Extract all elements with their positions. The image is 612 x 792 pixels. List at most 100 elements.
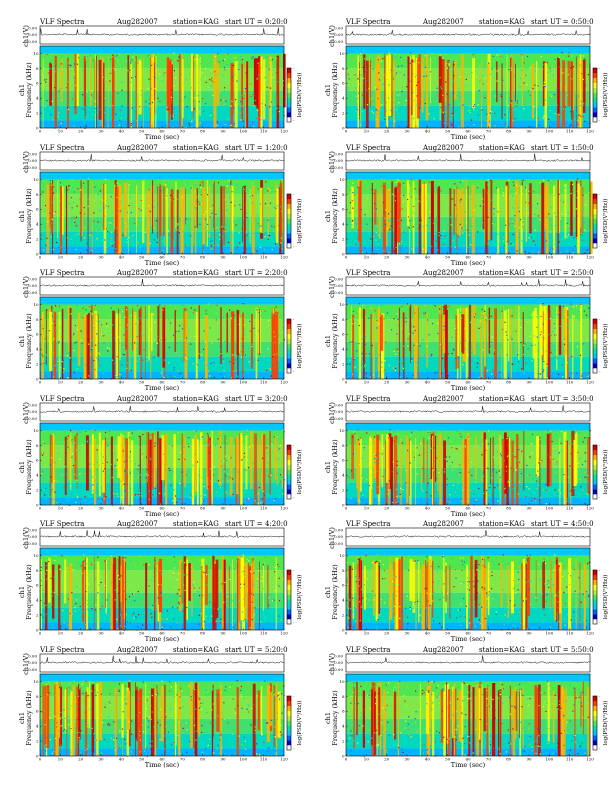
spectrogram-speck — [194, 309, 196, 311]
spectrogram-speck — [53, 186, 55, 188]
spectrogram-speck — [371, 344, 373, 347]
spectrogram-speck — [382, 103, 384, 105]
spectrogram-speck — [70, 429, 72, 432]
spectrogram-speck — [571, 227, 573, 230]
spectrogram-speck — [220, 479, 223, 481]
spectrogram-speck — [374, 310, 376, 312]
spectrogram-speck — [86, 608, 89, 610]
spectrogram-speck — [127, 70, 129, 72]
spectrogram-speck — [265, 498, 267, 500]
spectrogram-speck — [41, 126, 43, 128]
spectrogram-speck — [131, 95, 133, 97]
spectrogram-speck — [239, 587, 242, 589]
spectrogram-speck — [412, 374, 414, 376]
colorbar-frame — [592, 193, 598, 249]
spectrogram-speck — [84, 568, 86, 570]
spectrogram-speck — [579, 319, 581, 321]
spectrogram-speck — [553, 212, 556, 214]
spectrogram-speck — [548, 118, 550, 121]
spectrogram-speck — [188, 92, 190, 94]
spectrogram-speck — [96, 238, 98, 240]
spectrogram-speck — [370, 238, 372, 240]
spectrogram-speck — [355, 96, 357, 98]
spectrogram-speck — [212, 115, 214, 118]
spectrogram-speck — [511, 221, 514, 223]
spectrogram-speck — [376, 88, 378, 90]
spectrogram-speck — [209, 327, 211, 329]
spectrogram-image — [346, 46, 592, 130]
spectrogram-speck — [194, 502, 196, 504]
spectrogram-speck — [199, 122, 201, 124]
spectrogram-speck — [534, 344, 536, 346]
spectrogram-speck — [240, 351, 242, 353]
spectrogram-speck — [87, 306, 89, 309]
spectrogram-speck — [364, 247, 366, 249]
spectrogram-speck — [254, 334, 256, 337]
spectrogram-speck — [354, 366, 356, 368]
y-tick-label: 0 — [342, 125, 345, 130]
spectrogram-burst — [155, 56, 157, 128]
spectrogram-speck — [381, 366, 383, 368]
spectrogram-speck — [100, 324, 103, 326]
x-tick-label: 80 — [200, 506, 206, 511]
spectrogram-speck — [138, 435, 140, 437]
spectrogram-speck — [82, 117, 84, 119]
x-tick-label: 40 — [119, 255, 125, 260]
spectrogram-speck — [359, 501, 361, 503]
spectrogram-speck — [110, 237, 112, 240]
spectrogram-speck — [484, 220, 486, 222]
panel-title-label: VLF Spectra — [345, 144, 390, 152]
spectrogram-speck — [562, 72, 564, 74]
spectrogram-burst — [121, 436, 124, 482]
spectrogram-speck — [346, 179, 349, 181]
spectrogram-speck — [149, 80, 151, 82]
spectrogram-band — [40, 194, 284, 217]
spectrogram-speck — [273, 566, 275, 568]
spectrogram-speck — [508, 179, 510, 181]
spectrogram-speck — [396, 106, 399, 108]
spectrogram-speck — [230, 100, 233, 102]
spectrogram-burst — [516, 434, 519, 505]
spectrogram-burst — [84, 557, 87, 630]
spectrogram-speck — [171, 500, 174, 502]
spectrogram-speck — [90, 353, 92, 355]
spectrogram-speck — [176, 198, 178, 200]
spectrogram-speck — [562, 201, 565, 203]
spectrogram-speck — [375, 108, 377, 110]
spectrogram-speck — [411, 248, 413, 250]
spectrogram-speck — [247, 360, 249, 362]
spectrogram-speck — [75, 449, 78, 451]
spectrogram-speck — [205, 573, 208, 576]
y-tick-label: 10 — [33, 177, 39, 182]
spectrogram-speck — [506, 312, 508, 314]
spectrogram-speck — [167, 466, 169, 468]
spectrogram-burst — [81, 561, 84, 623]
spectrogram-burst — [54, 55, 57, 128]
spectrogram-speck — [452, 348, 454, 350]
spectrogram-speck — [174, 184, 176, 186]
spectrogram-speck — [100, 581, 102, 584]
spectrogram-speck — [505, 331, 507, 333]
spectrogram-speck — [475, 499, 477, 502]
spectrogram-speck — [127, 432, 129, 435]
spectrogram-speck — [76, 479, 78, 482]
spectrogram-speck — [402, 471, 404, 473]
spectrogram-speck — [461, 503, 463, 505]
spectrogram-speck — [110, 58, 112, 61]
spectrogram-burst — [430, 180, 434, 254]
spectrogram-speck — [42, 599, 44, 601]
spectrogram-speck — [198, 614, 200, 616]
spectrogram-speck — [520, 430, 523, 432]
spectrogram-speck — [494, 125, 497, 127]
spectrogram-speck — [446, 67, 449, 69]
spectrogram-speck — [476, 366, 478, 368]
spectrogram-speck — [53, 338, 55, 340]
spectrogram-speck — [456, 63, 458, 65]
spectrogram-speck — [80, 330, 82, 332]
spectrogram-burst — [487, 62, 490, 128]
spectrogram-burst — [394, 187, 398, 254]
spectrogram-speck — [149, 459, 152, 461]
spectrogram-speck — [176, 501, 178, 504]
spectrogram-speck — [487, 121, 490, 123]
spectrogram-speck — [241, 338, 243, 340]
